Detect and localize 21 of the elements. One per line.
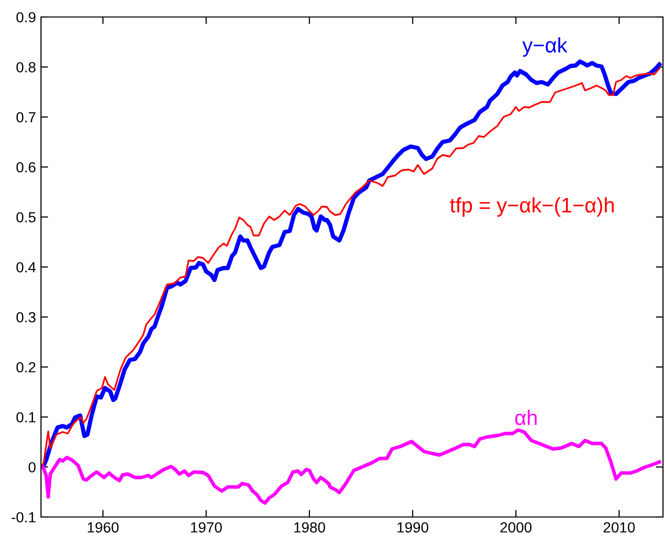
y-tick-label: 0.8 (16, 62, 36, 72)
x-tick-label: 1990 (398, 522, 428, 533)
x-tick-label: 2010 (604, 522, 635, 533)
x-tick-label: 1960 (88, 522, 119, 533)
y-tick-label: 0.7 (16, 112, 36, 122)
y-tick-label: 0.4 (16, 262, 36, 272)
y-tick-label: -0.1 (12, 512, 36, 522)
y-tick-label: 0.1 (16, 412, 36, 422)
y-tick-label: 0.2 (16, 362, 36, 372)
y-tick-label: 0.9 (16, 12, 36, 22)
series-label: tfp = y−αk−(1−α)h (450, 197, 614, 217)
x-tick-label: 1980 (294, 522, 326, 533)
series-label: αh (515, 410, 537, 426)
y-tick-label: 0.5 (16, 212, 36, 222)
x-tick-label: 1970 (191, 522, 222, 533)
y-tick-label: 0.6 (16, 162, 36, 172)
y-tick-label: 0 (28, 462, 36, 472)
y-tick-label: 0.3 (16, 312, 36, 322)
line-series (41, 428, 662, 505)
series-label: y−αk (522, 37, 568, 57)
x-tick-label: 2000 (500, 522, 532, 533)
